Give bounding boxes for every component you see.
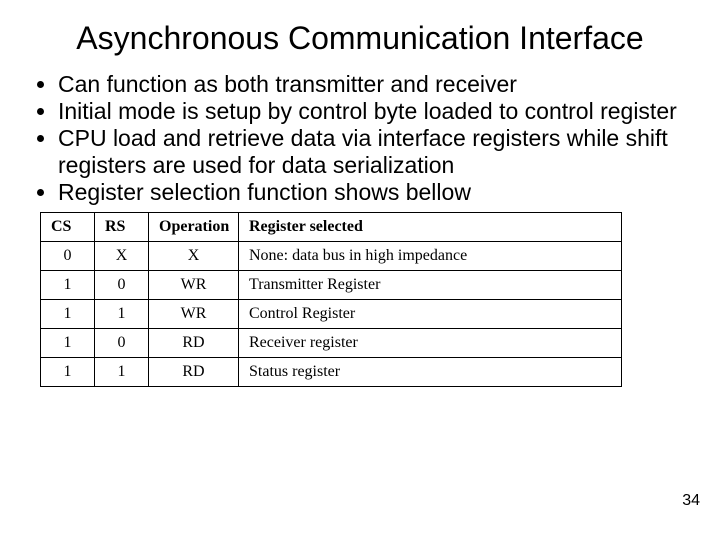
table-row: 1 0 RD Receiver register (41, 329, 622, 358)
table-cell: WR (149, 300, 239, 329)
table-cell: None: data bus in high impedance (239, 242, 622, 271)
table-cell: Receiver register (239, 329, 622, 358)
table-cell: 0 (95, 329, 149, 358)
table-cell: Control Register (239, 300, 622, 329)
table-row: 1 1 RD Status register (41, 358, 622, 387)
table-cell: 1 (41, 300, 95, 329)
table-cell: 1 (41, 329, 95, 358)
bullet-item: Can function as both transmitter and rec… (58, 71, 686, 98)
table-cell: Transmitter Register (239, 271, 622, 300)
table-cell: X (149, 242, 239, 271)
table-cell: 1 (41, 358, 95, 387)
slide-title: Asynchronous Communication Interface (34, 20, 686, 57)
slide: Asynchronous Communication Interface Can… (0, 0, 720, 540)
table-header: RS (95, 213, 149, 242)
register-table: CS RS Operation Register selected 0 X X … (40, 212, 622, 387)
table-cell: RD (149, 358, 239, 387)
table-cell: 1 (95, 300, 149, 329)
table-cell: WR (149, 271, 239, 300)
table-row: 1 1 WR Control Register (41, 300, 622, 329)
table-cell: 1 (95, 358, 149, 387)
table-cell: Status register (239, 358, 622, 387)
table-cell: X (95, 242, 149, 271)
table-cell: 0 (95, 271, 149, 300)
page-number: 34 (682, 492, 700, 510)
table-header: Operation (149, 213, 239, 242)
bullet-item: Register selection function shows bellow (58, 179, 686, 206)
bullet-item: CPU load and retrieve data via interface… (58, 125, 686, 179)
bullet-list: Can function as both transmitter and rec… (34, 71, 686, 207)
table-cell: RD (149, 329, 239, 358)
table-header: Register selected (239, 213, 622, 242)
table-row: 0 X X None: data bus in high impedance (41, 242, 622, 271)
table-row: 1 0 WR Transmitter Register (41, 271, 622, 300)
table-cell: 1 (41, 271, 95, 300)
table-header: CS (41, 213, 95, 242)
table-cell: 0 (41, 242, 95, 271)
table-header-row: CS RS Operation Register selected (41, 213, 622, 242)
bullet-item: Initial mode is setup by control byte lo… (58, 98, 686, 125)
